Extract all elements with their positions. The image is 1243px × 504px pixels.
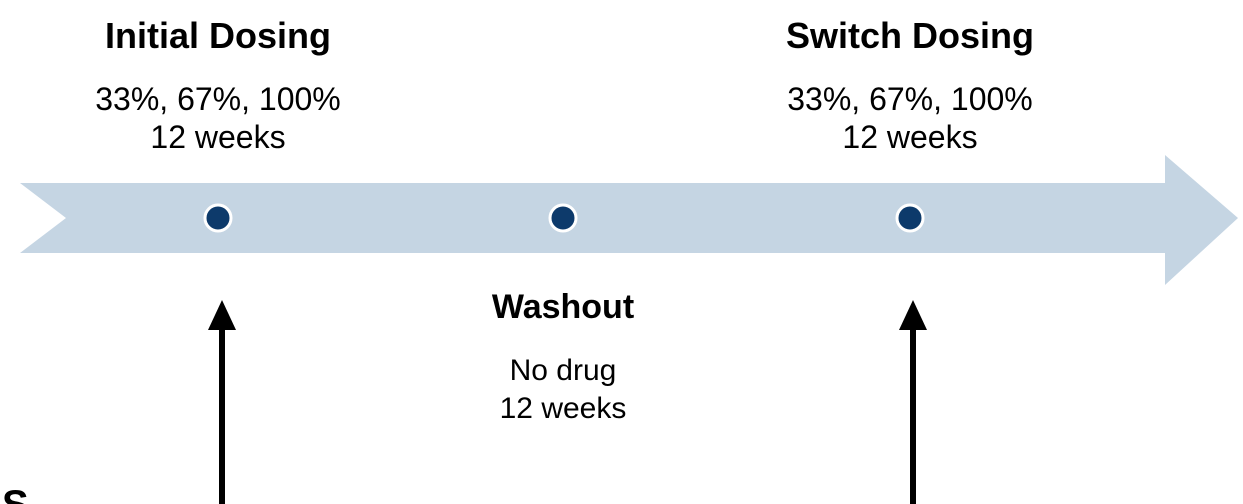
phase-detail: 12 weeks	[842, 119, 977, 155]
pointer-arrow-head	[899, 300, 927, 330]
phase-detail: 12 weeks	[150, 119, 285, 155]
phase-detail: 12 weeks	[500, 392, 627, 425]
phase-detail: No drug	[510, 354, 617, 387]
timeline-arrow	[20, 155, 1238, 285]
phase-detail: 33%, 67%, 100%	[95, 81, 341, 117]
phase-detail: 33%, 67%, 100%	[787, 81, 1033, 117]
cropped-text: S	[2, 483, 29, 504]
milestone-dot	[895, 203, 925, 233]
pointer-arrow-head	[208, 300, 236, 330]
phase-title: Initial Dosing	[105, 15, 331, 56]
phase-title: Switch Dosing	[786, 15, 1034, 56]
milestone-dot	[203, 203, 233, 233]
phase-title: Washout	[492, 288, 634, 326]
milestone-dot	[548, 203, 578, 233]
